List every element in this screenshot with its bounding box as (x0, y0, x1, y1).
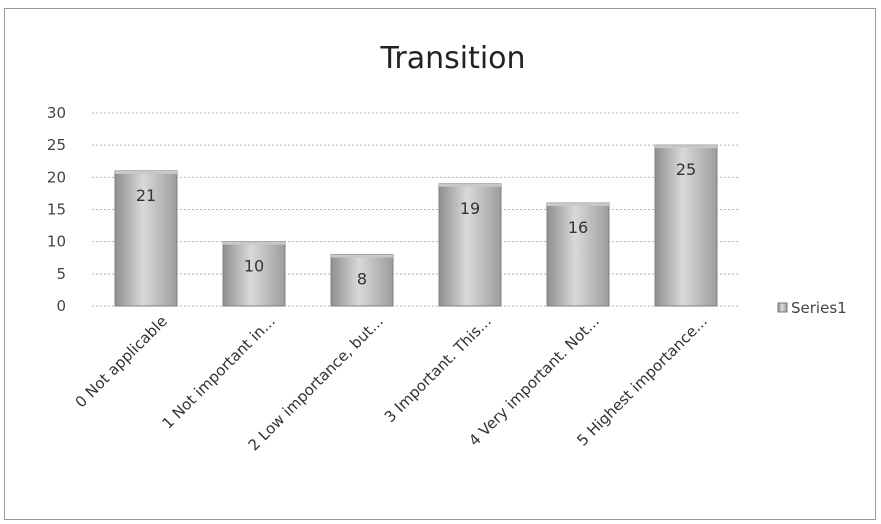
bar (654, 144, 718, 307)
y-tick-label: 25 (47, 136, 66, 154)
bar-top-bevel (439, 183, 501, 187)
y-tick-label: 15 (47, 201, 66, 219)
data-label: 16 (568, 218, 588, 237)
bar (330, 254, 394, 307)
x-tick-label: 0 Not applicable (72, 312, 171, 411)
x-tick-label: 3 Important. This... (381, 312, 495, 426)
y-tick-label: 20 (47, 168, 66, 186)
data-label: 19 (460, 199, 480, 218)
gridlines (92, 112, 740, 307)
bar-top-bevel (331, 254, 393, 258)
y-tick-label: 30 (47, 104, 66, 122)
chart-title: Transition (379, 41, 525, 76)
bar (222, 241, 286, 307)
y-tick-label: 10 (47, 233, 66, 251)
legend-label: Series1 (791, 299, 847, 317)
y-axis-ticks: 0 5 10 15 20 25 30 (47, 104, 66, 315)
bar-top-bevel (655, 145, 717, 149)
data-label: 21 (136, 186, 156, 205)
bar-top-bevel (223, 241, 285, 245)
bars (114, 144, 718, 307)
legend: Series1 (777, 299, 847, 317)
bar (114, 170, 178, 307)
bar (546, 202, 610, 307)
data-labels: 21 10 8 19 16 25 (136, 160, 696, 288)
y-tick-label: 5 (56, 265, 66, 283)
legend-swatch (777, 302, 788, 313)
bar-top-bevel (547, 203, 609, 207)
y-tick-label: 0 (56, 297, 66, 315)
data-label: 10 (244, 257, 264, 276)
data-label: 25 (676, 160, 696, 179)
bar-top-bevel (115, 170, 177, 174)
bar (438, 183, 502, 307)
x-tick-label: 1 Not important in... (158, 312, 278, 432)
data-label: 8 (357, 270, 367, 289)
